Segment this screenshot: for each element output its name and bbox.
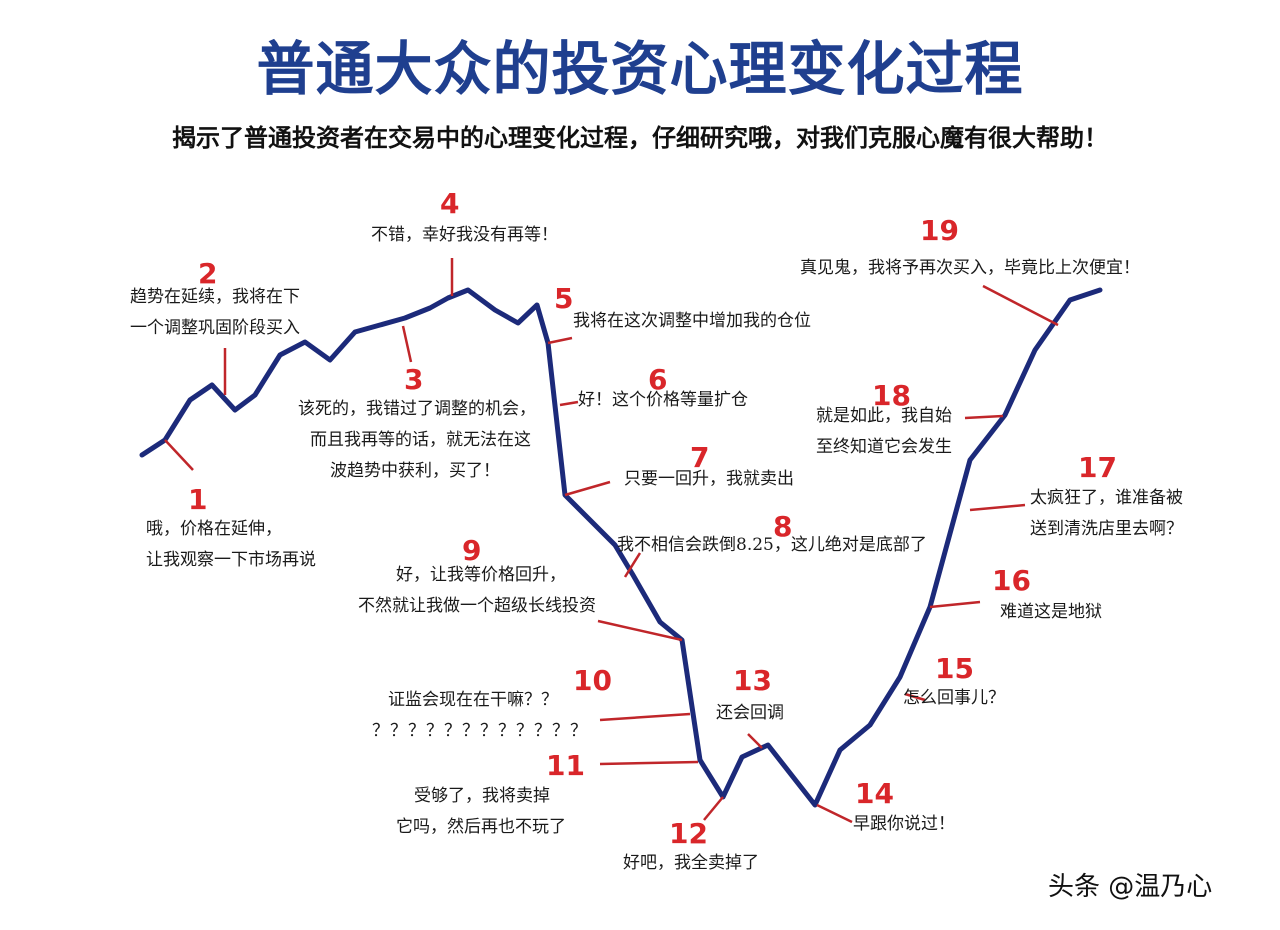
stage-19-caption: 真见鬼，我将予再次买入，毕竟比上次便宜！ [800,253,1140,284]
stage-5-number: 5 [554,282,574,315]
pointer-line-5 [547,336,573,345]
pointer-line-7 [564,480,611,497]
pointer-line-19 [982,284,1059,327]
caption-line: 让我观察一下市场再说 [146,550,316,570]
stage-17-caption: 太疯狂了，谁准备被 送到清洗店里去啊？ [1030,483,1183,545]
pointer-line-13 [747,733,763,749]
pointer-line-1 [164,439,194,471]
stage-16-number: 16 [992,564,1031,597]
pointer-line-12 [703,796,724,821]
stage-11-number: 11 [546,749,585,782]
diagram-subtitle: 揭示了普通投资者在交易中的心理变化过程，仔细研究哦，对我们克服心魔有很大帮助！ [172,124,1108,152]
stage-3-caption: 该死的，我错过了调整的机会， 而且我再等的话，就无法在这 波趋势中获利，买了！ [298,394,536,487]
caption-line: 只要一回升，我就卖出 [624,469,794,489]
caption-line: 不错，幸好我没有再等！ [371,225,558,245]
caption-line: 太疯狂了，谁准备被 [1030,488,1183,508]
caption-line: 就是如此，我自始 [816,406,952,426]
stage-8-number: 8 [773,510,793,543]
stage-2-number: 2 [198,257,218,290]
stage-9-caption: 好，让我等价格回升， 不然就让我做一个超级长线投资 [358,560,596,622]
stage-10-number: 10 [573,664,612,697]
caption-line: 不然就让我做一个超级长线投资 [358,596,596,616]
annotation-pointers [164,258,1059,824]
stage-19-number: 19 [920,214,959,247]
pointer-line-14 [816,803,853,824]
caption-line: 好！这个价格等量扩仓 [578,390,748,410]
caption-line: 早跟你说过！ [853,814,955,834]
pointer-line-16 [929,600,981,609]
caption-line: 一个调整巩固阶段买入 [130,318,300,338]
stage-14-caption: 早跟你说过！ [853,809,955,840]
caption-line: 证监会现在在干嘛？？ [388,690,558,710]
caption-line: 我不相信会跌倒8.25，这儿绝对是底部了 [617,535,927,555]
stage-13-caption: 还会回调 [716,698,784,729]
caption-line: ？？？？？？？？？？？？ [372,721,588,741]
stage-3-number: 3 [404,363,424,396]
stage-17-number: 17 [1078,451,1117,484]
caption-line: 它吗，然后再也不玩了 [396,817,566,837]
caption-line: 受够了，我将卖掉 [414,786,550,806]
stage-14-number: 14 [855,777,894,810]
stage-7-caption: 只要一回升，我就卖出 [624,464,794,495]
pointer-line-18 [964,414,1004,420]
pointer-line-10 [599,712,691,722]
pointer-line-8 [623,552,642,578]
stage-15-caption: 怎么回事儿？ [903,683,1005,714]
stage-7-number: 7 [690,441,710,474]
caption-line: 该死的，我错过了调整的机会， [298,399,536,419]
pointer-line-17 [969,503,1026,512]
stage-6-number: 6 [648,363,668,396]
caption-line: 送到清洗店里去啊？ [1030,519,1183,539]
stage-8-caption: 我不相信会跌倒8.25，这儿绝对是底部了 [617,530,927,561]
caption-line: 哦，价格在延伸， [146,519,282,539]
stage-10-caption: 证监会现在在干嘛？？ ？？？？？？？？？？？？ [372,685,588,747]
stage-9-number: 9 [462,534,482,567]
stage-4-number: 4 [440,187,460,220]
stage-2-caption: 趋势在延续，我将在下 一个调整巩固阶段买入 [130,282,300,344]
pointer-line-11 [599,760,699,766]
caption-line: 至终知道它会发生 [816,437,952,457]
stage-1-number: 1 [188,483,208,516]
watermark: 头条 @温乃心 [1048,872,1213,902]
stage-12-number: 12 [669,817,708,850]
caption-line: 好，让我等价格回升， [396,565,566,585]
pointer-line-3 [401,325,413,363]
stage-16-caption: 难道这是地狱 [1000,597,1102,628]
stage-12-caption: 好吧，我全卖掉了 [623,848,759,879]
pointer-line-9 [597,619,683,642]
caption-line: 我将在这次调整中增加我的仓位 [573,311,811,331]
caption-line: 真见鬼，我将予再次买入，毕竟比上次便宜！ [800,258,1140,278]
pointer-line-6 [559,400,579,407]
stage-15-number: 15 [935,652,974,685]
caption-line: 还会回调 [716,703,784,723]
stage-1-caption: 哦，价格在延伸， 让我观察一下市场再说 [146,514,316,576]
stage-6-caption: 好！这个价格等量扩仓 [578,385,748,416]
stage-13-number: 13 [733,664,772,697]
caption-line: 好吧，我全卖掉了 [623,853,759,873]
pointer-line-15 [904,692,926,702]
caption-line: 趋势在延续，我将在下 [130,287,300,307]
stage-4-caption: 不错，幸好我没有再等！ [371,220,558,251]
stage-18-number: 18 [872,379,911,412]
diagram-title: 普通大众的投资心理变化过程 [256,35,1024,103]
stage-5-caption: 我将在这次调整中增加我的仓位 [573,306,811,337]
stage-11-caption: 受够了，我将卖掉 它吗，然后再也不玩了 [396,781,566,843]
stage-18-caption: 就是如此，我自始 至终知道它会发生 [816,401,952,463]
caption-line: 怎么回事儿？ [903,688,1005,708]
caption-line: 难道这是地狱 [1000,602,1102,622]
caption-line: 而且我再等的话，就无法在这 [310,430,531,450]
caption-line: 波趋势中获利，买了！ [330,461,500,481]
